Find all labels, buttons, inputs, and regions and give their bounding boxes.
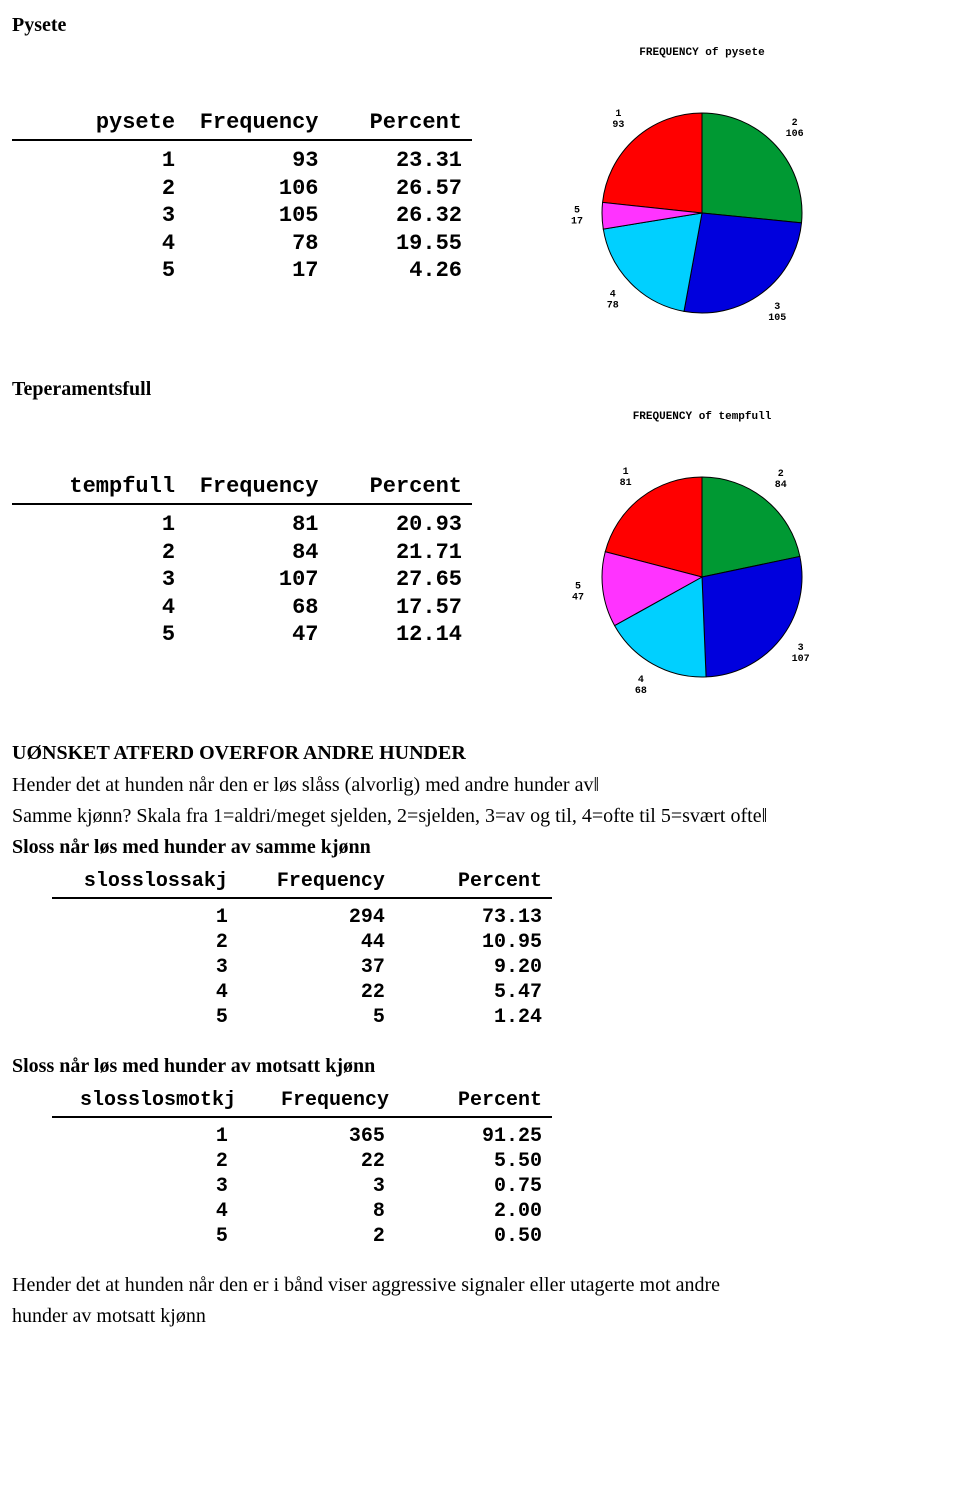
section-pysete: pyseteFrequencyPercent19323.31210626.573… (12, 47, 948, 348)
pie-label-freq: 106 (786, 129, 804, 140)
col-header-freq: Frequency (175, 110, 318, 135)
col-header-cat: tempfull (12, 474, 175, 499)
pie-pysete-block: FREQUENCY of pysete 193 2106 3105 478 517 (502, 47, 902, 348)
col-header-freq: Frequency (228, 870, 385, 893)
pie-label-freq: 84 (775, 480, 787, 491)
table-row: 28421.71 (12, 539, 472, 567)
heading-tempfull: Teperamentsfull (12, 378, 948, 401)
pie-label-cat: 4 (638, 675, 644, 686)
table-pysete: pyseteFrequencyPercent 19323.31210626.573… (12, 110, 472, 285)
table-motkj: slosslosmotkjFrequencyPercent 136591.2522… (52, 1089, 552, 1249)
pie-label-freq: 78 (607, 301, 619, 312)
pie-label-cat: 3 (798, 643, 804, 654)
pie-pysete-title: FREQUENCY of pysete (502, 47, 902, 59)
table-row: 4225.47 (52, 980, 552, 1005)
pie-label-freq: 17 (571, 216, 583, 227)
pie-label-cat: 2 (778, 469, 784, 480)
pie-label-freq: 47 (572, 593, 584, 604)
table-row: 5174.26 (12, 257, 472, 285)
table-row: 46817.57 (12, 594, 472, 622)
pie-tempfull-chart: 181 284 3107 468 547 (502, 427, 902, 707)
pie-label-freq: 68 (635, 686, 647, 697)
section-tempfull: tempfullFrequencyPercent 18120.9328421.71… (12, 411, 948, 712)
pie-label-cat: 1 (623, 467, 629, 478)
col-header-cat: slosslossakj (52, 870, 228, 893)
text-p1a: Hender det at hunden når den er løs slås… (12, 773, 948, 798)
pie-label-freq: 105 (768, 313, 786, 324)
col-header-freq: Frequency (175, 474, 318, 499)
pie-label-cat: 1 (615, 109, 621, 120)
col-header-pct: Percent (389, 1089, 552, 1112)
table-row: 129473.13 (52, 905, 552, 930)
pie-slice (603, 213, 702, 311)
pie-label-cat: 5 (575, 582, 581, 593)
pie-pysete-chart: 193 2106 3105 478 517 (502, 63, 902, 343)
pie-label-cat: 2 (792, 118, 798, 129)
col-header-cat: slosslosmotkj (52, 1089, 236, 1112)
text-p4b: hunder av motsatt kjønn (12, 1304, 948, 1329)
table-row: 54712.14 (12, 621, 472, 649)
pie-label-freq: 93 (612, 120, 624, 131)
pie-label-cat: 3 (774, 302, 780, 313)
table-row: 210626.57 (12, 175, 472, 203)
col-header-pct: Percent (319, 110, 472, 135)
table-row: 330.75 (52, 1174, 552, 1199)
table-row: 19323.31 (12, 147, 472, 175)
table-sakj: slosslossakjFrequencyPercent 129473.13244… (52, 870, 552, 1030)
table-row: 136591.25 (52, 1124, 552, 1149)
table-row: 551.24 (52, 1005, 552, 1030)
table-row: 482.00 (52, 1199, 552, 1224)
table-row: 3379.20 (52, 955, 552, 980)
pie-slice (702, 556, 802, 676)
text-p2: Sloss når løs med hunder av samme kjønn (12, 835, 948, 860)
pie-slice (684, 213, 802, 313)
table-row: 2225.50 (52, 1149, 552, 1174)
pie-tempfull-block: FREQUENCY of tempfull 181 284 3107 468 547 (502, 411, 902, 712)
heading-pysete: Pysete (12, 14, 948, 37)
col-header-pct: Percent (385, 870, 552, 893)
text-p4a: Hender det at hunden når den er i bånd v… (12, 1273, 948, 1298)
text-p1b: Samme kjønn? Skala fra 1=aldri/meget sje… (12, 804, 948, 829)
pie-label-cat: 4 (610, 290, 616, 301)
heading-unwanted: UØNSKET ATFERD OVERFOR ANDRE HUNDER (12, 742, 948, 765)
pie-label-cat: 5 (574, 205, 580, 216)
text-p3: Sloss når løs med hunder av motsatt kjøn… (12, 1054, 948, 1079)
table-row: 24410.95 (52, 930, 552, 955)
table-row: 310526.32 (12, 202, 472, 230)
table-row: 18120.93 (12, 511, 472, 539)
pie-label-freq: 107 (792, 654, 810, 665)
col-header-pct: Percent (319, 474, 472, 499)
table-tempfull: tempfullFrequencyPercent 18120.9328421.71… (12, 474, 472, 649)
pie-tempfull-title: FREQUENCY of tempfull (502, 411, 902, 423)
pie-label-freq: 81 (620, 478, 632, 489)
col-header-freq: Frequency (236, 1089, 389, 1112)
table-row: 47819.55 (12, 230, 472, 258)
col-header-cat: pysete (12, 110, 175, 135)
table-row: 520.50 (52, 1224, 552, 1249)
table-row: 310727.65 (12, 566, 472, 594)
